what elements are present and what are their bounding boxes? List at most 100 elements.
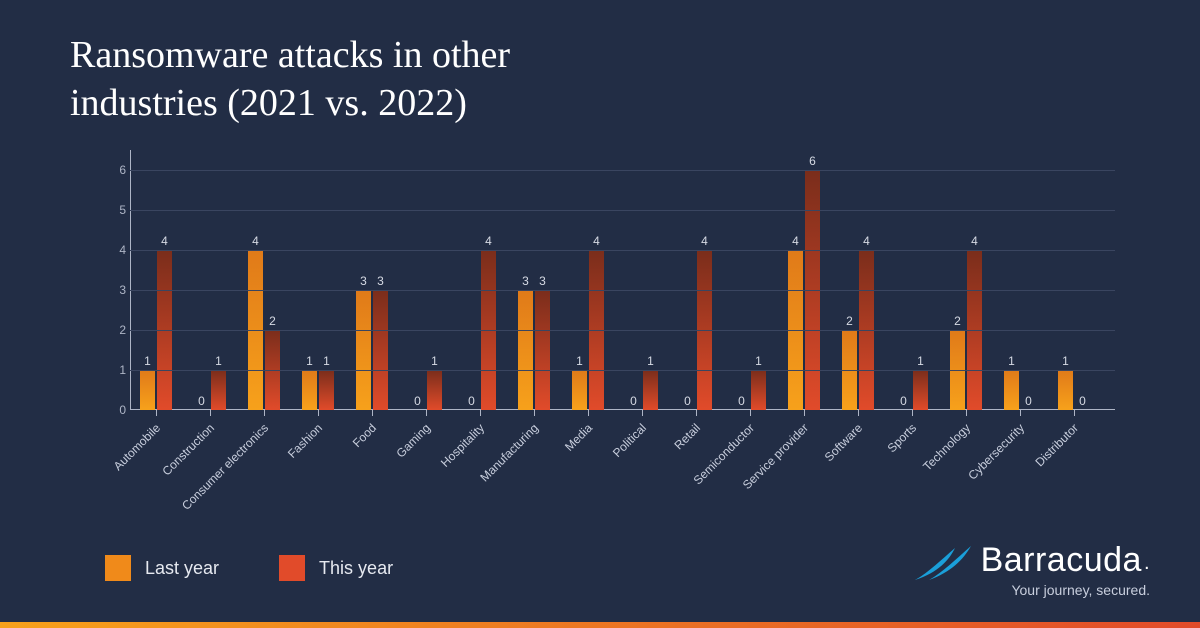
x-tick [1020, 410, 1021, 416]
x-tick [696, 410, 697, 416]
bar-value-label: 4 [971, 234, 978, 248]
legend-item: This year [279, 555, 393, 581]
bar-value-label: 1 [647, 354, 654, 368]
bar-value-label: 0 [414, 394, 421, 408]
x-tick [1074, 410, 1075, 416]
x-tick [804, 410, 805, 416]
y-tick-label: 4 [108, 243, 126, 257]
bar: 3 [535, 290, 550, 410]
bar: 1 [1004, 370, 1019, 410]
bar: 3 [373, 290, 388, 410]
gridline [130, 210, 1115, 211]
bar-value-label: 1 [144, 354, 151, 368]
brand-logo: Barracuda. Your journey, secured. [915, 541, 1150, 598]
bar: 1 [319, 370, 334, 410]
x-tick [750, 410, 751, 416]
gridline [130, 250, 1115, 251]
bar-value-label: 1 [1062, 354, 1069, 368]
bar-value-label: 4 [593, 234, 600, 248]
brand-tagline: Your journey, secured. [915, 582, 1150, 598]
bar-value-label: 0 [738, 394, 745, 408]
legend-label: This year [319, 558, 393, 579]
bar: 0 [410, 396, 425, 410]
bar-value-label: 3 [522, 274, 529, 288]
brand-name: Barracuda. [981, 541, 1150, 580]
y-tick-label: 5 [108, 203, 126, 217]
bar: 3 [356, 290, 371, 410]
bar-value-label: 1 [431, 354, 438, 368]
bar-value-label: 2 [269, 314, 276, 328]
bar-value-label: 1 [755, 354, 762, 368]
x-tick [912, 410, 913, 416]
bar-value-label: 3 [360, 274, 367, 288]
bar-value-label: 6 [809, 154, 816, 168]
bar: 0 [734, 396, 749, 410]
chart-legend: Last year This year [105, 555, 393, 581]
bar-value-label: 1 [215, 354, 222, 368]
chart-plot-area: 140142113301043314010401462401241010 012… [130, 150, 1115, 410]
bar-value-label: 0 [468, 394, 475, 408]
bar: 1 [302, 370, 317, 410]
bar: 1 [140, 370, 155, 410]
x-tick [426, 410, 427, 416]
gridline [130, 290, 1115, 291]
y-tick-label: 2 [108, 323, 126, 337]
bar-value-label: 0 [684, 394, 691, 408]
bar-chart: 140142113301043314010401462401241010 012… [105, 150, 1115, 410]
y-tick-label: 6 [108, 163, 126, 177]
bar-value-label: 1 [1008, 354, 1015, 368]
bar: 1 [211, 370, 226, 410]
bar: 1 [572, 370, 587, 410]
x-tick [318, 410, 319, 416]
bar-value-label: 4 [792, 234, 799, 248]
gridline [130, 330, 1115, 331]
barracuda-wave-icon [915, 542, 971, 580]
x-tick [642, 410, 643, 416]
bar: 0 [1021, 396, 1036, 410]
bar-value-label: 0 [630, 394, 637, 408]
bar-value-label: 0 [198, 394, 205, 408]
y-tick-label: 0 [108, 403, 126, 417]
bar: 1 [643, 370, 658, 410]
bar-value-label: 1 [917, 354, 924, 368]
bar: 1 [427, 370, 442, 410]
legend-item: Last year [105, 555, 219, 581]
x-tick [534, 410, 535, 416]
bar: 0 [896, 396, 911, 410]
x-tick [372, 410, 373, 416]
bar-value-label: 1 [576, 354, 583, 368]
x-tick [156, 410, 157, 416]
bar: 1 [1058, 370, 1073, 410]
bar-value-label: 0 [900, 394, 907, 408]
page-title: Ransomware attacks in otherindustries (2… [70, 32, 510, 127]
x-tick [588, 410, 589, 416]
x-tick [966, 410, 967, 416]
bar-value-label: 4 [701, 234, 708, 248]
bar: 0 [464, 396, 479, 410]
legend-swatch [105, 555, 131, 581]
bar-value-label: 0 [1079, 394, 1086, 408]
bar-value-label: 4 [252, 234, 259, 248]
bar-value-label: 2 [846, 314, 853, 328]
y-tick-label: 1 [108, 363, 126, 377]
footer-accent-rule [0, 622, 1200, 628]
bar-value-label: 0 [1025, 394, 1032, 408]
bar-value-label: 4 [863, 234, 870, 248]
bar-value-label: 4 [485, 234, 492, 248]
bar: 3 [518, 290, 533, 410]
chart-bars: 140142113301043314010401462401241010 [130, 150, 1115, 410]
y-tick-label: 3 [108, 283, 126, 297]
bar: 0 [680, 396, 695, 410]
bar-value-label: 3 [539, 274, 546, 288]
x-tick [264, 410, 265, 416]
x-tick [480, 410, 481, 416]
gridline [130, 170, 1115, 171]
x-tick [858, 410, 859, 416]
bar-value-label: 2 [954, 314, 961, 328]
legend-label: Last year [145, 558, 219, 579]
bar: 1 [913, 370, 928, 410]
bar-value-label: 1 [323, 354, 330, 368]
bar: 0 [194, 396, 209, 410]
bar-value-label: 4 [161, 234, 168, 248]
bar: 0 [1075, 396, 1090, 410]
